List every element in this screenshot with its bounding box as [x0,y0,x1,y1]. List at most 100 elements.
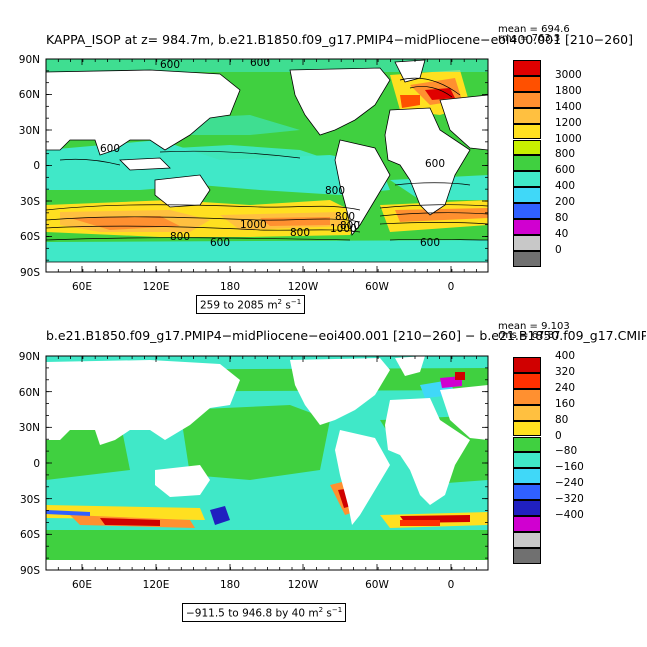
panel-1-landmasses [46,59,488,272]
colorbar-swatch [513,139,541,156]
lat-label: 60S [20,231,40,243]
colorbar-swatch [513,452,541,469]
colorbar-swatch [513,234,541,251]
colorbar-swatch [513,484,541,501]
colorbar-label: 0 [555,429,562,442]
colorbar-swatch [513,500,541,516]
panel-1-lon-axis-labels: 60E 120E 180 120W 60W 0 [72,281,454,293]
panel-1-mean: mean = 694.6 [498,24,570,35]
lon-label: 60E [72,281,92,293]
colorbar-swatch [513,516,541,532]
panel-2-lat-axis-labels: 90N 60N 30N 0 30S 60S 90S [19,351,41,577]
colorbar-label: 1000 [555,132,582,145]
lat-label: 30S [20,196,40,208]
lon-label: 180 [220,579,240,591]
colorbar-swatch [513,420,541,437]
lon-label: 120E [143,281,170,293]
lon-label: 120W [288,579,319,591]
colorbar-swatch [513,155,541,172]
panel-2-stats: mean = 9.103 rms = 67.87 [498,321,570,341]
colorbar-swatch [513,436,541,453]
lat-label: 30N [19,422,40,434]
colorbar-label: 1800 [555,84,582,97]
contour-label: 600 [210,237,230,249]
colorbar-label: 400 [555,180,576,193]
panel-1-rms: rms = 763.3 [498,33,561,44]
colorbar-swatch [513,75,541,92]
colorbar-swatch [513,171,541,188]
colorbar-label: 600 [555,164,576,177]
colorbar-swatch [513,404,541,421]
panel-1-stats: mean = 694.6 rms = 763.3 [498,24,570,44]
lat-label: 90N [19,351,40,363]
colorbar-swatch [513,203,541,219]
panel-1-title: KAPPA_ISOP at z= 984.7m, b.e21.B1850.f09… [46,32,633,47]
lat-label: 60N [19,387,40,399]
colorbar-swatch [513,531,541,548]
lat-label: 60S [20,529,40,541]
panel-1-range-label: 259 to 2085 m2 s−1 [196,295,306,314]
contour-label: 800 [335,211,355,223]
panel-1-ocean-field: 600 600 800 1000 800 800 600 600 800 100… [46,57,488,272]
colorbar-swatch [513,357,541,373]
lon-label: 60E [72,579,92,591]
lat-label: 60N [19,89,40,101]
panel-2-landmasses [46,356,488,570]
lat-label: 30S [20,494,40,506]
colorbar-swatch [513,219,541,235]
colorbar-label: 80 [555,413,569,426]
colorbar-swatch [513,250,541,267]
colorbar-swatch [513,60,541,76]
colorbar-swatch [513,547,541,564]
colorbar-label: 200 [555,196,576,209]
lon-label: 0 [448,579,455,591]
panel-2-rms: rms = 67.87 [498,330,561,341]
colorbar-label: 1400 [555,100,582,113]
lon-label: 60W [365,281,389,293]
colorbar-label: 0 [555,243,562,256]
contour-label: 800 [340,220,360,232]
colorbar-swatch [513,123,541,140]
panel-2-mean: mean = 9.103 [498,321,570,332]
contour-label: 800 [325,185,345,197]
panel-2-range-label: −911.5 to 946.8 by 40 m2 s−1 [182,603,347,622]
lat-label: 90N [19,54,40,66]
colorbar-label: 1200 [555,116,582,129]
colorbar-label: −80 [555,445,578,458]
lat-label: 0 [33,458,40,470]
panel-2-title: b.e21.B1850.f09_g17.PMIP4−midPliocene−eo… [46,328,646,343]
lat-label: 0 [33,160,40,172]
colorbar-label: 160 [555,397,576,410]
colorbar-label: 320 [555,365,576,378]
colorbar-swatch [513,372,541,389]
lon-label: 120W [288,281,319,293]
lat-label: 30N [19,125,40,137]
contour-label: 600 [160,59,180,71]
lat-label: 90S [20,267,40,279]
lon-label: 180 [220,281,240,293]
colorbar-label: −320 [555,493,584,506]
colorbar-swatch [513,388,541,405]
contour-label: 1000 [240,219,267,231]
panel-1-map-plot: 600 600 800 1000 800 800 600 600 800 100… [19,54,489,293]
colorbar-swatch [513,107,541,124]
contour-label: 600 [420,237,440,249]
panel-2-ocean-field [46,356,488,570]
colorbar-label: 80 [555,212,569,224]
contour-label: 600 [250,57,270,69]
colorbar-swatch [513,187,541,204]
colorbar-label: 240 [555,381,576,394]
panel-2-ticks [46,355,488,571]
colorbar-swatch [513,468,541,485]
colorbar-label: −160 [555,461,584,474]
panel-1-contours [46,77,488,241]
panel-2-lon-axis-labels: 60E 120E 180 120W 60W 0 [72,579,454,591]
contour-label: 600 [425,158,445,170]
colorbar-label: 400 [555,350,576,362]
lon-label: 60W [365,579,389,591]
panel-1-ticks [46,58,488,273]
colorbar-swatch [513,91,541,108]
lon-label: 0 [448,281,455,293]
panel-1-lat-axis-labels: 90N 60N 30N 0 30S 60S 90S [19,54,41,279]
contour-label: 800 [290,227,310,239]
